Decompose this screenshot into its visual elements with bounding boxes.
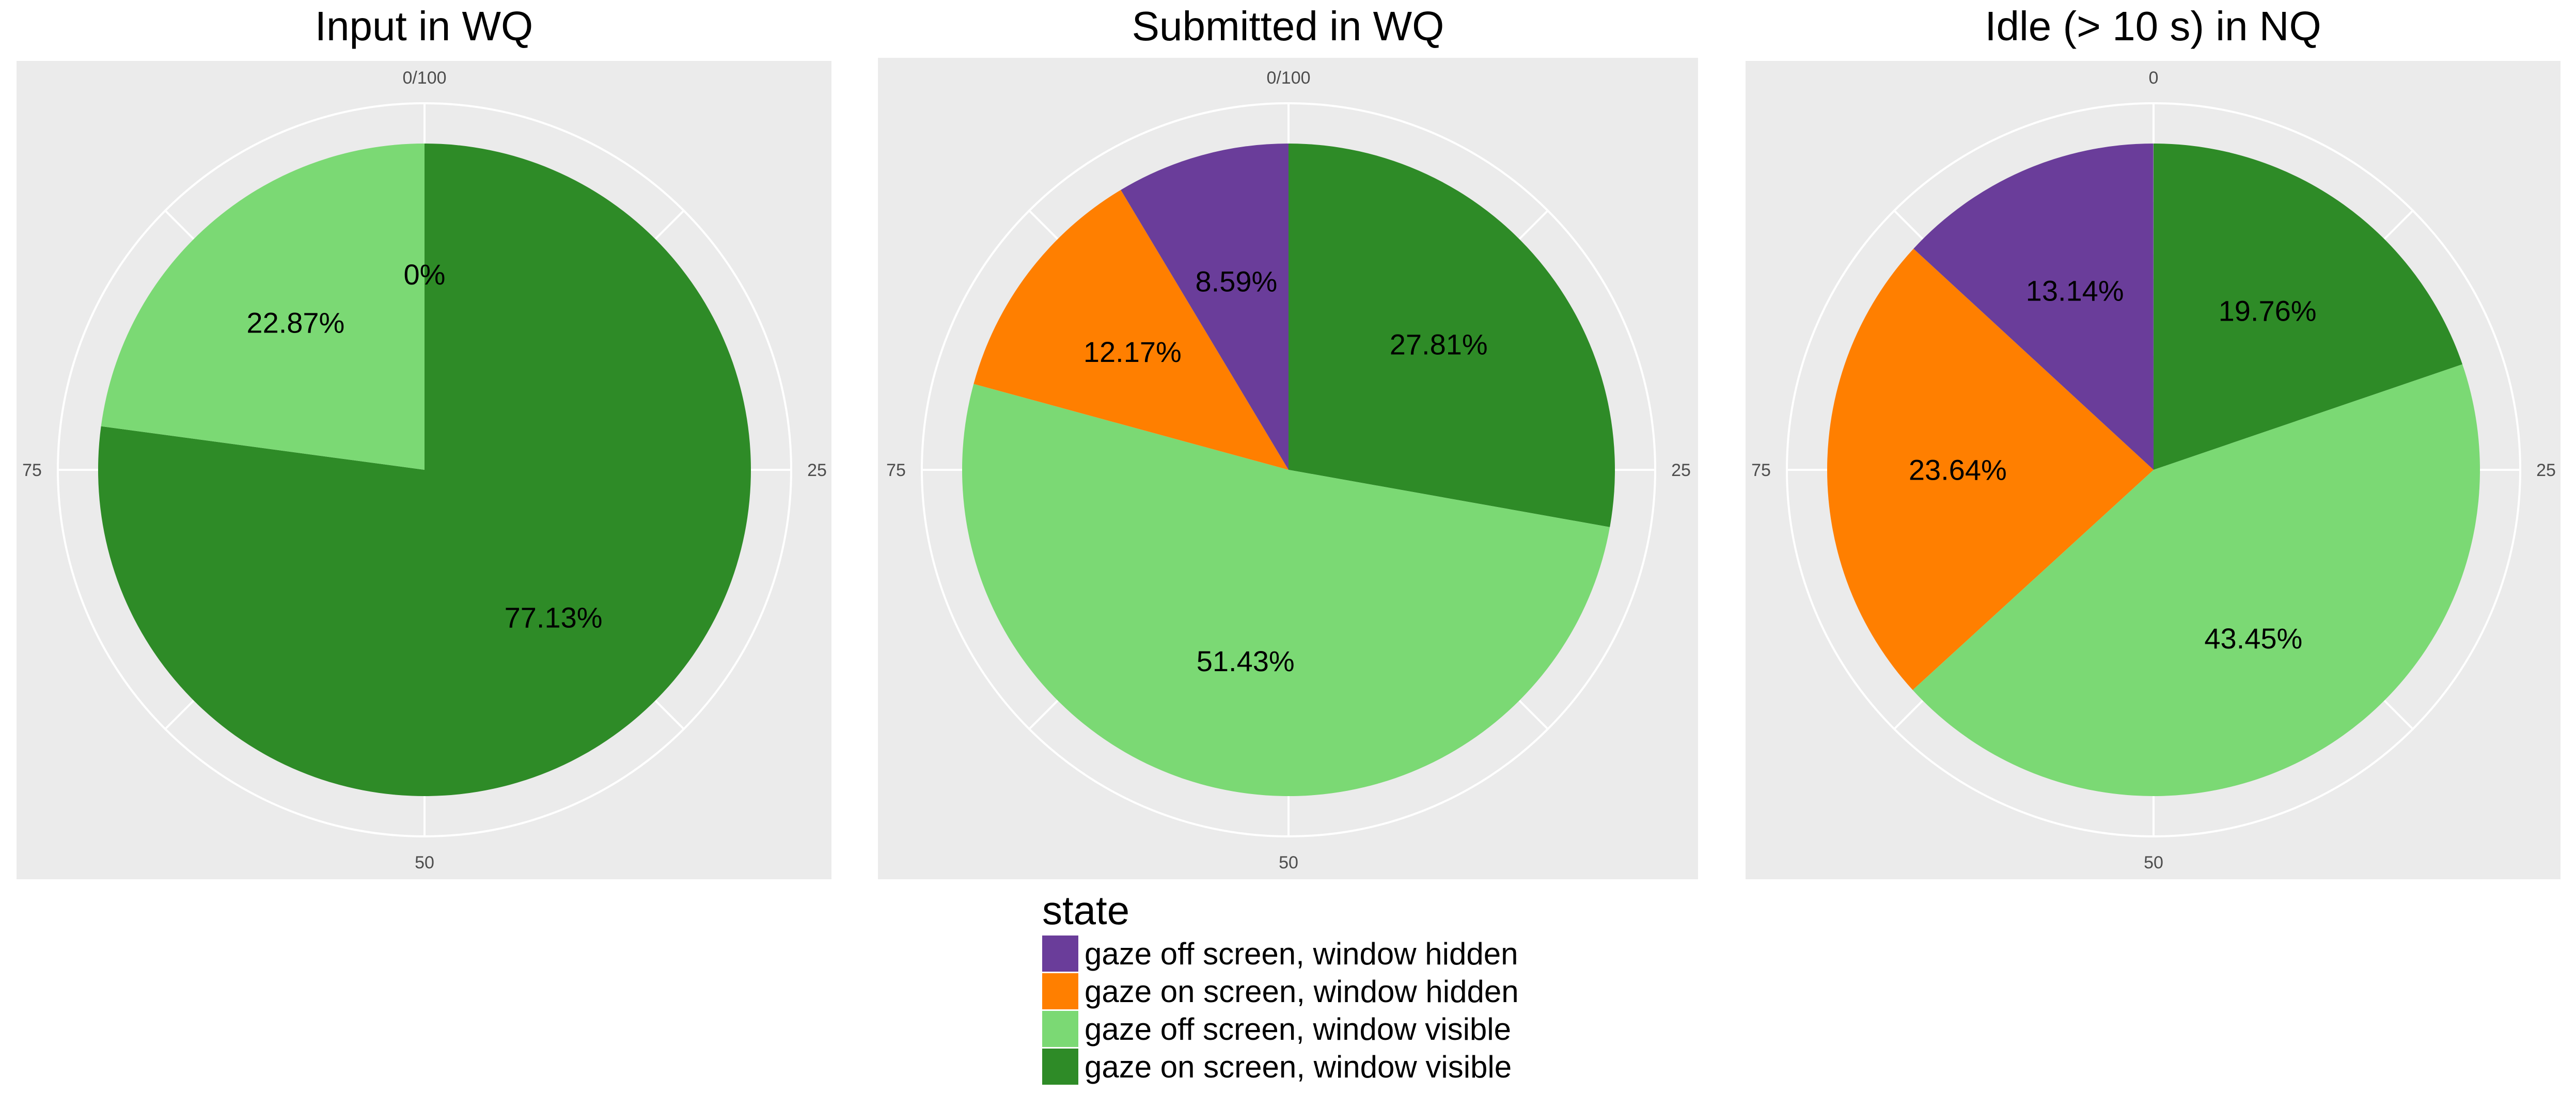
theta-tick-label: 25: [807, 461, 827, 480]
slice-label: 27.81%: [1390, 328, 1488, 361]
legend-label: gaze on screen, window visible: [1085, 1050, 1512, 1084]
radial-grid-line: [1893, 700, 1924, 730]
legend-label: gaze off screen, window hidden: [1085, 937, 1518, 971]
pie-slice-gaze-on-screen-window-visible: [2154, 144, 2463, 470]
theta-tick-label: 50: [1279, 853, 1298, 873]
radial-grid-line: [1028, 700, 1059, 730]
legend-item: gaze on screen, window visible: [1042, 1049, 1512, 1085]
theta-tick-label: 75: [1751, 461, 1771, 480]
slice-label: 0%: [404, 258, 446, 291]
slice-label: 51.43%: [1197, 645, 1295, 677]
theta-tick-label: 50: [2144, 853, 2163, 873]
pie-slice-gaze-on-screen-window-visible: [1289, 144, 1615, 528]
legend-item: gaze off screen, window hidden: [1042, 935, 1518, 972]
theta-tick-label: 25: [1671, 461, 1691, 480]
pie-panel-3: Idle (> 10 s) in NQ 0 25 50 75 19.76% 43.45% 23…: [1746, 3, 2561, 879]
radial-grid-line: [2383, 210, 2414, 240]
theta-tick-label: 50: [415, 853, 434, 873]
theta-tick-label: 0: [2149, 68, 2159, 88]
pie-slice-gaze-off-screen-window-visible: [101, 144, 425, 470]
pie-slice-gaze-on-screen-window-hidden: [1827, 248, 2154, 690]
pie-panel-1: Input in WQ 0/100 25 50 75 77.13% 22.87% 0%: [17, 3, 831, 879]
pie-panels: Input in WQ 0/100 25 50 75 77.13% 22.87% 0% Subm…: [17, 3, 2561, 879]
radial-grid-line: [1028, 210, 1059, 240]
legend-swatch: [1042, 935, 1078, 972]
slice-label: 13.14%: [2026, 275, 2124, 307]
legend-item: gaze off screen, window visible: [1042, 1011, 1511, 1047]
radial-grid-line: [1518, 700, 1549, 730]
panel-title: Input in WQ: [315, 3, 533, 49]
legend-label: gaze off screen, window visible: [1085, 1012, 1511, 1046]
radial-grid-line: [654, 210, 685, 240]
radial-grid-line: [164, 210, 195, 240]
slice-label: 77.13%: [505, 601, 603, 633]
radial-grid-line: [1518, 210, 1549, 240]
legend-swatch: [1042, 1049, 1078, 1085]
slice-label: 12.17%: [1083, 336, 1182, 368]
radial-grid-line: [654, 700, 685, 730]
legend-label: gaze on screen, window hidden: [1085, 974, 1519, 1009]
pie-slice-gaze-off-screen-window-visible: [1912, 364, 2480, 797]
radial-grid-line: [1893, 210, 1924, 240]
theta-tick-label: 0/100: [1266, 68, 1310, 88]
slice-label: 19.76%: [2219, 295, 2317, 327]
pie-slice-gaze-off-screen-window-hidden: [1121, 144, 1289, 470]
slice-label: 23.64%: [1909, 453, 2007, 486]
slice-label: 43.45%: [2204, 622, 2302, 655]
radial-grid-line: [2383, 700, 2414, 730]
legend-item: gaze on screen, window hidden: [1042, 973, 1519, 1009]
theta-tick-label: 75: [886, 461, 906, 480]
slice-label: 8.59%: [1196, 265, 1278, 298]
panel-title: Idle (> 10 s) in NQ: [1985, 3, 2321, 49]
theta-tick-label: 25: [2536, 461, 2556, 480]
legend-swatch: [1042, 1011, 1078, 1047]
legend-title: state: [1042, 887, 1129, 933]
pie-slice-gaze-off-screen-window-hidden: [1913, 144, 2154, 470]
theta-tick-label: 75: [22, 461, 42, 480]
legend-swatch: [1042, 973, 1078, 1009]
panel-title: Submitted in WQ: [1132, 3, 1444, 49]
pie-slice-gaze-off-screen-window-visible: [962, 384, 1610, 796]
radial-grid-line: [164, 700, 195, 730]
pie-slice-gaze-on-screen-window-hidden: [973, 189, 1289, 470]
pie-panel-2: Submitted in WQ 0/100 25 50 75 27.81% 51.43% 12…: [878, 3, 1698, 879]
slice-label: 22.87%: [246, 307, 344, 339]
theta-tick-label: 0/100: [402, 68, 446, 88]
